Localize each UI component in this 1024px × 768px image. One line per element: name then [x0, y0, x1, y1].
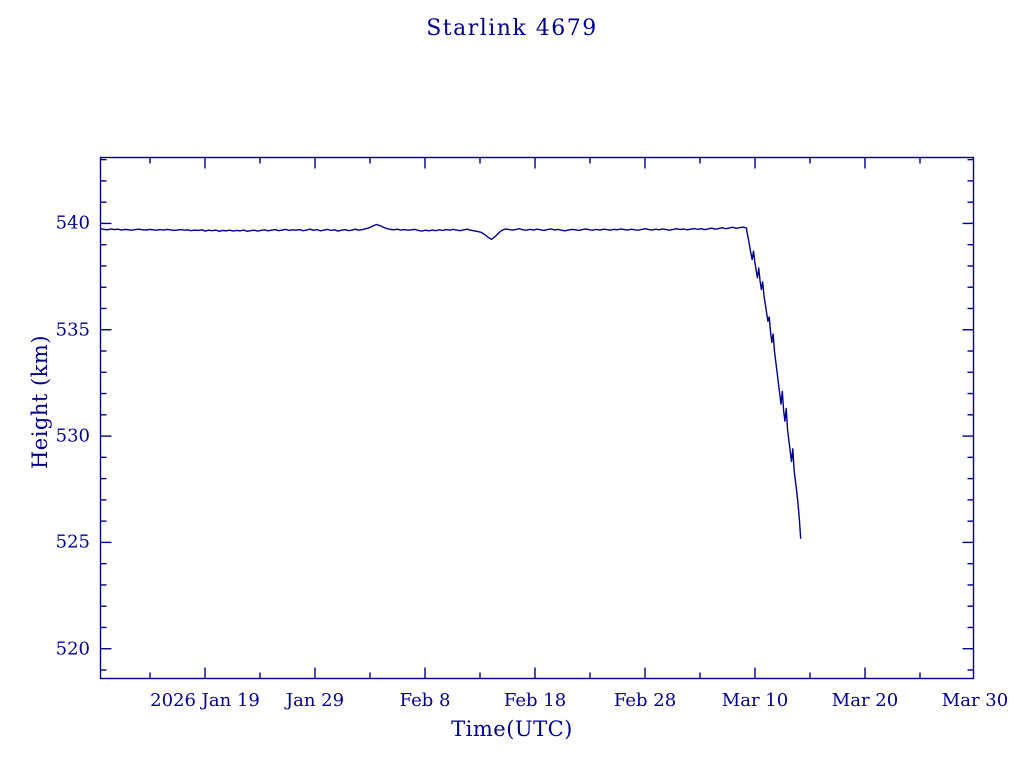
x-tick-label: Mar 10: [721, 690, 789, 711]
x-axis-ticks: [149, 157, 921, 679]
x-tick-label: Jan 29: [285, 690, 345, 711]
axis-frame: [99, 156, 975, 680]
y-tick-label: 540: [55, 212, 90, 234]
y-tick-label: 520: [55, 638, 90, 660]
x-tick-label: 2026 Jan 19: [150, 690, 260, 711]
y-tick-label: 535: [55, 319, 90, 341]
x-tick-label: Mar 20: [831, 690, 899, 711]
x-tick-label: Feb 8: [399, 690, 451, 711]
y-axis-ticks: [100, 158, 974, 671]
y-tick-label: 530: [55, 425, 90, 447]
x-tick-label: Mar 30: [941, 690, 1009, 711]
y-tick-label: 525: [55, 531, 90, 553]
x-tick-label: Feb 18: [503, 690, 567, 711]
y-axis-label: Height (km): [28, 334, 52, 470]
x-tick-label: Feb 28: [613, 690, 677, 711]
x-axis-label: Time(UTC): [451, 717, 573, 741]
data-series-group: [99, 223, 802, 539]
height-data-line: [99, 223, 802, 539]
chart-title: Starlink 4679: [426, 16, 598, 41]
